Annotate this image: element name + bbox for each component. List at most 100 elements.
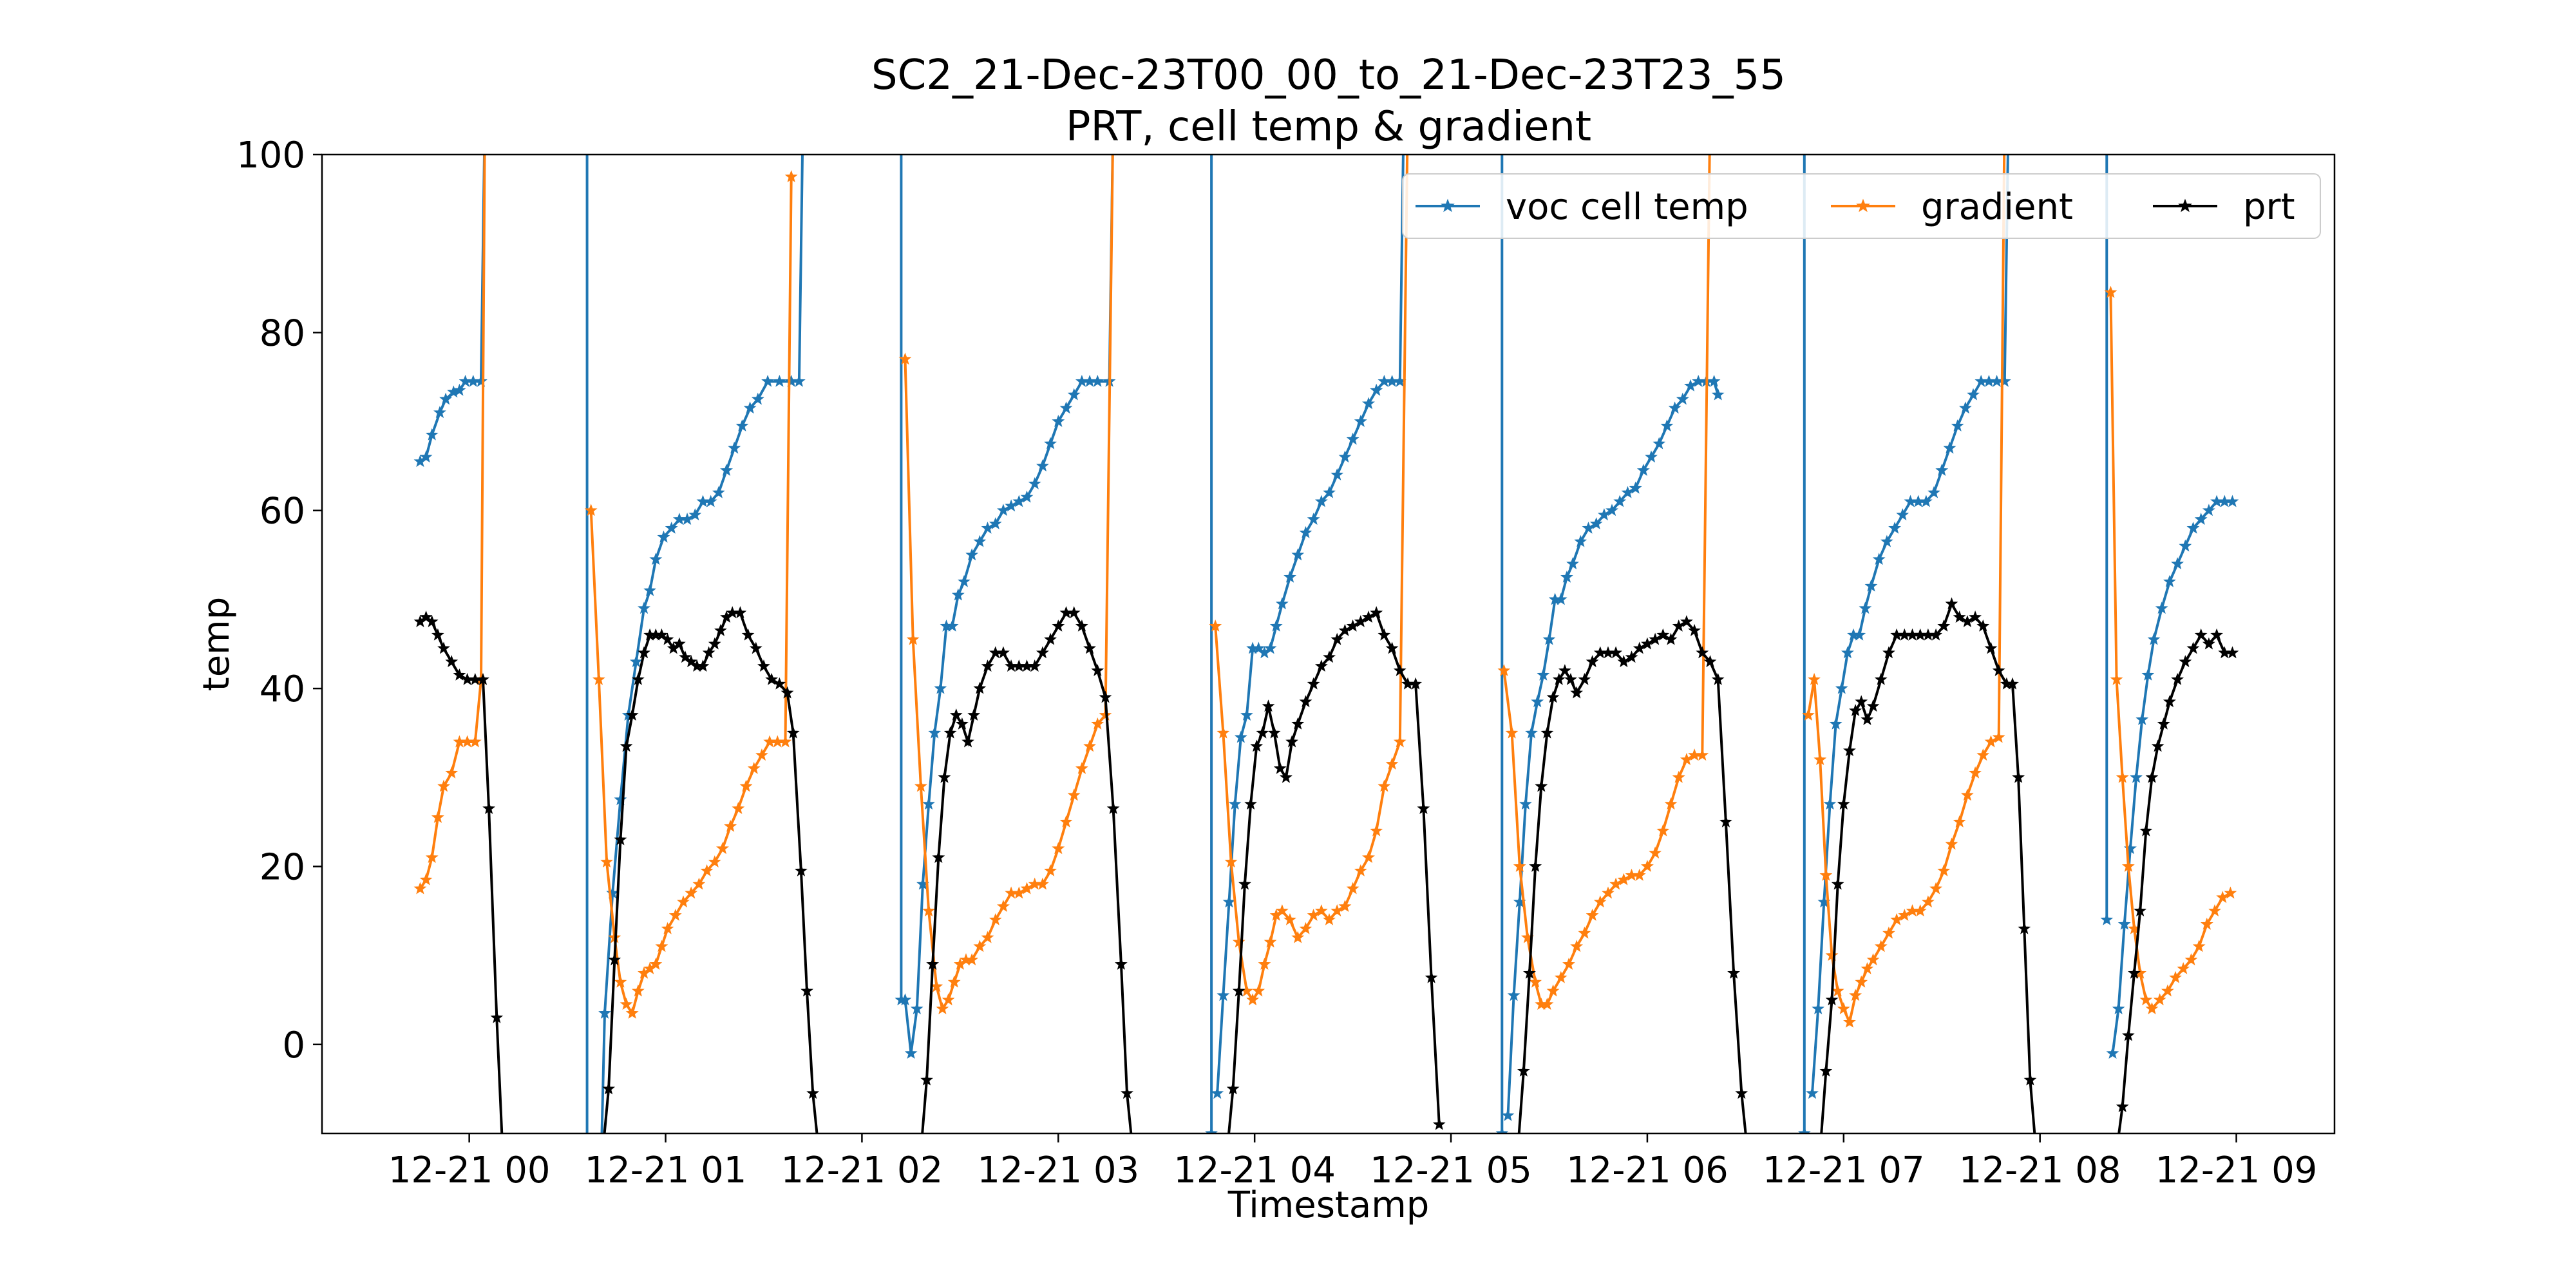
data-point-prt (1855, 695, 1868, 708)
data-point-gradient (1224, 855, 1238, 867)
data-point-prt (794, 864, 808, 876)
x-tick-label: 12-21 03 (977, 1150, 1139, 1191)
data-point-prt (437, 641, 450, 654)
data-point-gradient (1641, 860, 1654, 872)
data-point-prt (967, 708, 981, 721)
data-point-prt (1250, 739, 1264, 752)
data-point-voc-cell-temp (1331, 468, 1344, 480)
data-point-gradient (2192, 940, 2206, 952)
data-point-voc-cell-temp (433, 406, 446, 419)
data-point-voc-cell-temp (997, 504, 1010, 516)
data-point-voc-cell-temp (1566, 557, 1579, 570)
data-point-voc-cell-temp (1020, 490, 1034, 503)
data-point-voc-cell-temp (643, 583, 657, 596)
data-point-prt (2194, 628, 2208, 641)
data-point-voc-cell-temp (712, 486, 725, 498)
series-line-prt (1517, 620, 1747, 1133)
data-point-voc-cell-temp (638, 601, 650, 614)
data-point-voc-cell-temp (1346, 432, 1359, 445)
data-point-voc-cell-temp (1299, 526, 1312, 538)
data-point-voc-cell-temp (728, 441, 741, 454)
data-point-prt (696, 659, 710, 672)
data-point-prt (955, 717, 969, 730)
data-point-voc-cell-temp (1636, 464, 1650, 476)
data-point-prt (1091, 664, 1104, 676)
data-point-prt (1517, 1064, 1530, 1077)
data-point-gradient (1258, 958, 1271, 970)
data-point-gradient (747, 762, 761, 774)
data-point-voc-cell-temp (934, 681, 947, 694)
data-point-prt (1417, 802, 1430, 815)
data-point-gradient (1067, 788, 1081, 801)
data-point-gradient (419, 873, 433, 886)
data-point-prt (1232, 984, 1245, 997)
data-point-prt (1036, 646, 1049, 659)
y-axis-label: temp (196, 597, 238, 692)
data-point-prt (638, 646, 650, 659)
data-point-gradient (1291, 931, 1305, 943)
data-point-voc-cell-temp (1823, 797, 1837, 810)
data-point-voc-cell-temp (665, 521, 678, 534)
data-point-voc-cell-temp (1537, 668, 1550, 681)
data-point-voc-cell-temp (1951, 419, 1964, 431)
data-point-voc-cell-temp (951, 588, 965, 601)
data-point-prt (2171, 672, 2184, 685)
data-point-voc-cell-temp (981, 521, 994, 534)
data-point-voc-cell-temp (1036, 459, 1049, 472)
data-point-prt (949, 708, 963, 721)
data-point-prt (1523, 966, 1536, 979)
data-point-prt (1937, 619, 1951, 632)
data-point-voc-cell-temp (1560, 570, 1573, 583)
data-point-voc-cell-temp (1835, 681, 1848, 694)
data-point-gradient (922, 904, 935, 916)
data-point-voc-cell-temp (1668, 401, 1681, 414)
data-point-gradient (947, 975, 961, 988)
data-point-gradient (1855, 975, 1868, 988)
data-point-prt (1114, 958, 1128, 970)
data-point-prt (734, 606, 747, 619)
data-point-gradient (1929, 882, 1943, 895)
data-point-voc-cell-temp (1275, 597, 1289, 610)
data-point-voc-cell-temp (1005, 499, 1018, 512)
data-point-prt (1346, 619, 1359, 632)
data-point-prt (973, 681, 987, 694)
data-point-prt (1703, 655, 1717, 668)
data-point-gradient (1808, 672, 1821, 685)
data-point-voc-cell-temp (1653, 437, 1666, 450)
data-point-gradient (1083, 739, 1096, 752)
legend-marker-gradient (1856, 198, 1870, 213)
data-point-prt (806, 1086, 820, 1099)
data-point-voc-cell-temp (1880, 535, 1893, 547)
data-point-prt (1285, 735, 1299, 748)
data-point-gradient (1346, 882, 1359, 895)
data-point-prt (1106, 802, 1120, 815)
data-point-gradient (700, 864, 714, 876)
data-point-gradient (965, 953, 979, 965)
data-point-gradient (936, 1002, 949, 1014)
data-point-gradient (914, 779, 927, 792)
data-point-gradient (2110, 672, 2123, 685)
data-point-voc-cell-temp (1554, 592, 1567, 605)
data-point-gradient (1378, 779, 1391, 792)
data-point-prt (1625, 650, 1638, 663)
data-point-voc-cell-temp (1291, 548, 1305, 561)
data-point-gradient (973, 940, 987, 952)
data-point-voc-cell-temp (1028, 477, 1041, 489)
data-point-gradient (784, 170, 798, 182)
data-point-prt (1291, 717, 1305, 730)
data-point-voc-cell-temp (1354, 415, 1367, 427)
y-tick-label: 60 (260, 491, 305, 533)
data-point-prt (1393, 664, 1406, 676)
data-point-prt (1314, 659, 1328, 672)
data-point-gradient (2177, 961, 2190, 974)
data-point-gradient (1672, 770, 1685, 783)
data-point-voc-cell-temp (598, 1007, 611, 1019)
data-point-prt (1825, 993, 1839, 1006)
data-point-gradient (480, 104, 491, 115)
x-tick-label: 12-21 06 (1566, 1150, 1728, 1191)
data-point-prt (1280, 770, 1293, 783)
data-point-voc-cell-temp (425, 428, 439, 440)
data-point-prt (1552, 672, 1566, 685)
data-point-voc-cell-temp (2003, 104, 2014, 115)
data-point-gradient (1976, 748, 1990, 761)
